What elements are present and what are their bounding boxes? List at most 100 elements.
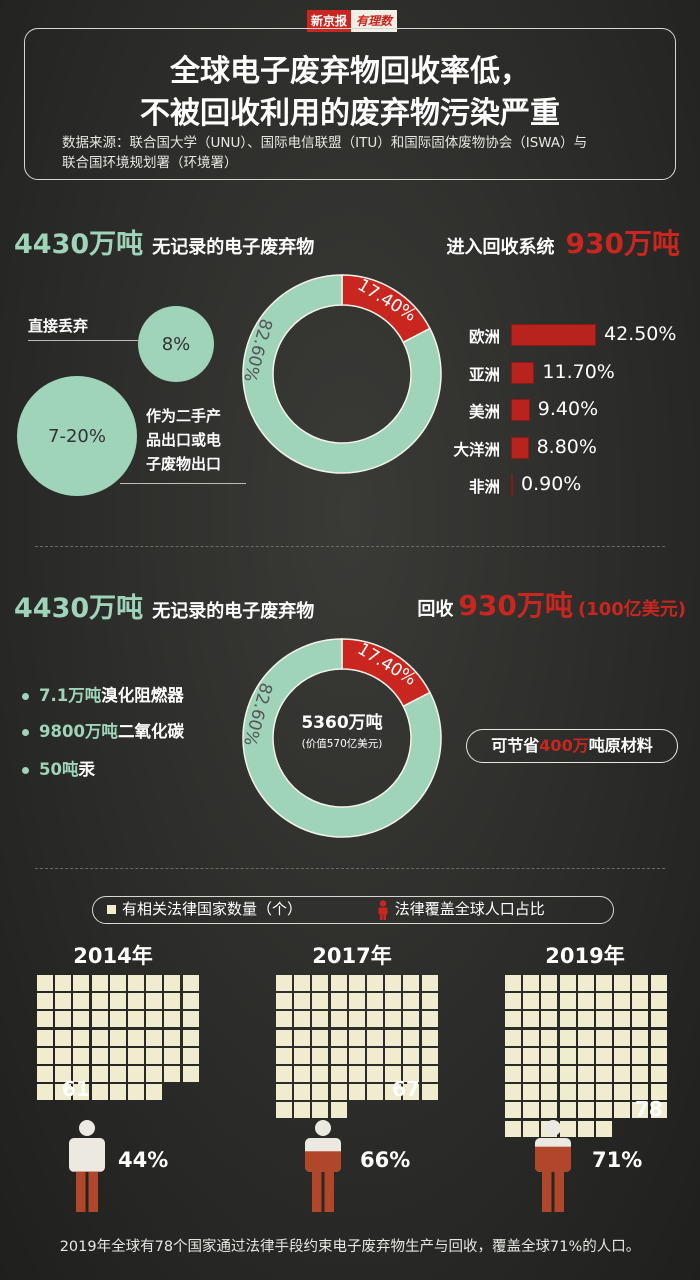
export-line — [120, 483, 246, 484]
country-square — [128, 975, 144, 991]
country-square — [650, 1047, 667, 1064]
country-square — [541, 1029, 558, 1046]
country-square — [523, 1011, 540, 1028]
country-square — [37, 1066, 53, 1082]
country-square — [505, 1029, 521, 1046]
country-square — [403, 1029, 420, 1046]
export-label-3: 子废物出口 — [146, 455, 222, 473]
country-square — [55, 1047, 72, 1064]
country-square — [91, 975, 108, 991]
country-square — [385, 1047, 402, 1064]
country-square — [367, 993, 383, 1010]
region-bar-3 — [511, 399, 530, 421]
bullet-icon — [22, 767, 29, 774]
brand-sub: 有理数 — [351, 10, 398, 32]
country-square — [523, 975, 540, 991]
s2-right-num: 930万吨 — [458, 589, 573, 622]
country-square — [128, 1011, 144, 1028]
person-icon-1 — [69, 1120, 105, 1212]
country-square — [164, 1029, 181, 1046]
square-legend-icon — [107, 905, 116, 914]
country-square — [614, 1066, 631, 1082]
country-square — [367, 1084, 383, 1101]
country-square — [182, 1066, 199, 1082]
country-square — [109, 975, 126, 991]
legend-squares: 有相关法律国家数量（个） — [122, 900, 303, 918]
save-suffix: 吨原材料 — [588, 736, 653, 755]
country-square — [109, 1011, 126, 1028]
s1-left-header: 4430万吨 无记录的电子废弃物 — [14, 222, 314, 261]
country-square — [73, 975, 90, 991]
year-label-2014: 2014年 — [73, 944, 153, 968]
country-square — [164, 1066, 181, 1082]
country-square — [294, 1047, 311, 1064]
country-square — [276, 1066, 292, 1082]
country-square — [614, 1084, 631, 1101]
country-square — [403, 1084, 420, 1101]
country-square — [559, 993, 576, 1010]
country-square — [294, 1029, 311, 1046]
country-square — [421, 1084, 438, 1101]
country-square — [55, 975, 72, 991]
country-square — [312, 975, 329, 991]
country-square — [182, 1047, 199, 1064]
country-square — [294, 1084, 311, 1101]
chem-name-1: 溴化阻燃器 — [101, 686, 184, 705]
country-square — [403, 993, 420, 1010]
country-square — [182, 975, 199, 991]
country-square — [614, 1029, 631, 1046]
donut2-slice-2 — [242, 638, 442, 838]
region-value-2: 11.70% — [542, 360, 615, 383]
year-label-2019: 2019年 — [545, 944, 625, 968]
s2-left-num: 4430万吨 — [14, 593, 144, 624]
country-square — [164, 1047, 181, 1064]
country-square — [385, 1011, 402, 1028]
country-square — [109, 1066, 126, 1082]
country-square — [146, 1084, 163, 1101]
country-square — [559, 1120, 576, 1137]
chem-name-2: 二氧化碳 — [117, 722, 184, 741]
region-bar-1 — [511, 324, 596, 346]
country-square — [541, 993, 558, 1010]
country-square — [367, 975, 383, 991]
region-label-2: 亚洲 — [468, 365, 500, 384]
donut2-center: 5360万吨 (价值570亿美元) — [262, 708, 422, 751]
country-square — [614, 1047, 631, 1064]
country-square — [55, 1011, 72, 1028]
country-square — [37, 1084, 53, 1101]
country-square — [559, 1011, 576, 1028]
country-square — [182, 1011, 199, 1028]
country-square — [421, 1066, 438, 1082]
country-square — [632, 1029, 649, 1046]
s1-right-label: 进入回收系统 — [446, 237, 555, 258]
source-line1: 数据来源：联合国大学（UNU）、国际电信联盟（ITU）和国际固体废物协会（ISW… — [62, 135, 588, 151]
savings-pill: 可节省400万吨原材料 — [466, 729, 678, 763]
country-square — [632, 1084, 649, 1101]
country-square — [505, 1011, 521, 1028]
s2-left-label: 无记录的电子废弃物 — [152, 601, 315, 622]
coverage-2019: 71% — [592, 1148, 643, 1172]
region-bar-4 — [511, 436, 529, 459]
country-square — [330, 1066, 347, 1082]
country-square — [128, 1084, 144, 1101]
country-square — [650, 1084, 667, 1101]
country-square — [55, 1029, 72, 1046]
country-square — [367, 1011, 383, 1028]
country-square — [523, 993, 540, 1010]
country-square — [294, 975, 311, 991]
country-square — [182, 993, 199, 1010]
chem-num-1: 7.1万吨 — [39, 686, 102, 705]
coverage-fill-3 — [535, 1146, 571, 1212]
country-square — [421, 1047, 438, 1064]
country-square — [330, 1029, 347, 1046]
country-square — [385, 993, 402, 1010]
country-square — [37, 975, 53, 991]
chem-item-3: 50吨汞 — [22, 756, 95, 780]
export-label-2: 品出口或电 — [146, 431, 222, 449]
coverage-2014: 44% — [118, 1148, 169, 1172]
country-square — [421, 993, 438, 1010]
separator-2 — [35, 868, 665, 869]
country-square — [348, 1084, 365, 1101]
region-value-5: 0.90% — [521, 473, 582, 495]
country-square — [164, 1011, 181, 1028]
